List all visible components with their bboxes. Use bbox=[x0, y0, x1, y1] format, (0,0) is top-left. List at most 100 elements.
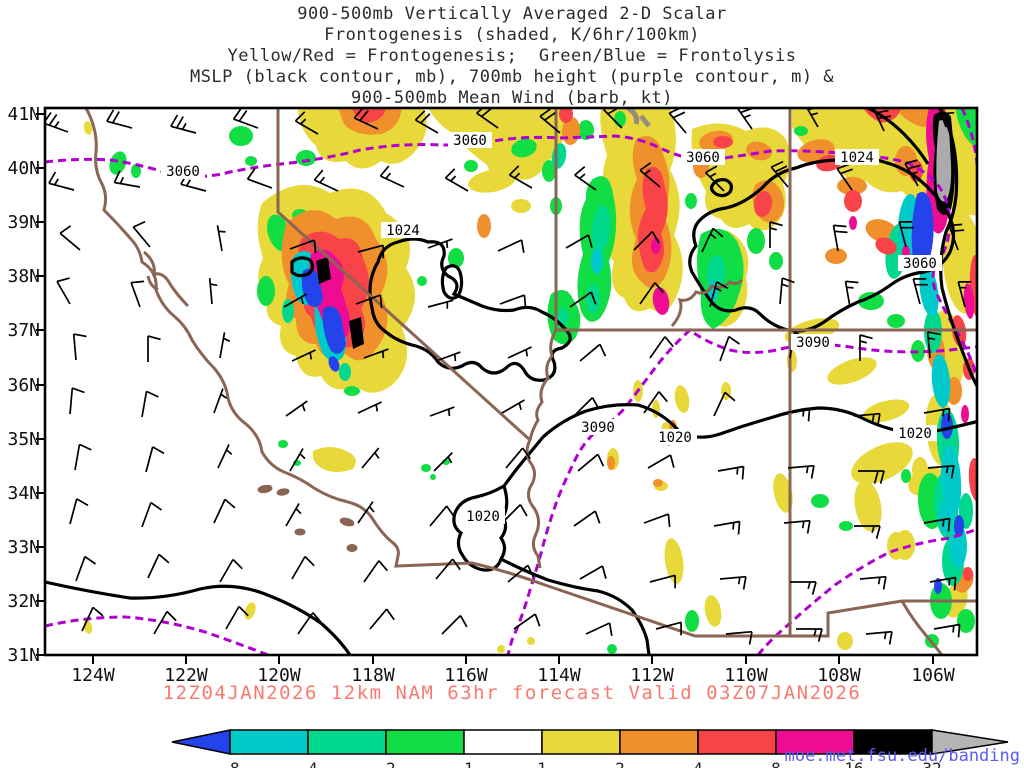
wind-barb bbox=[285, 400, 308, 417]
wind-barb bbox=[283, 293, 307, 308]
wind-barb bbox=[294, 111, 319, 135]
contour-label: 3090 bbox=[791, 334, 835, 351]
wind-barb bbox=[501, 399, 525, 414]
colorbar-segment bbox=[619, 729, 699, 755]
contour-label: 1020 bbox=[893, 425, 937, 442]
wind-barb bbox=[170, 114, 197, 134]
wind-barb bbox=[501, 503, 528, 524]
contour-label: 3060 bbox=[898, 255, 942, 272]
wind-barb bbox=[649, 336, 674, 359]
colorbar-tick: -4 bbox=[298, 759, 317, 768]
wind-barb bbox=[585, 622, 613, 636]
wind-barb bbox=[574, 166, 597, 191]
contour-label-text: 3060 bbox=[453, 133, 487, 149]
colorbar-tick: -2 bbox=[376, 759, 395, 768]
contour-label-text: 3090 bbox=[796, 335, 830, 351]
height-contours-purple bbox=[45, 108, 977, 655]
colorbar: -8 -4 -2 -1 1 2 4 8 16 32 bbox=[171, 729, 1009, 768]
wind-barb bbox=[81, 606, 104, 632]
wind-barb bbox=[246, 168, 273, 189]
wind-barb bbox=[736, 108, 753, 130]
lat-label: 37N bbox=[7, 320, 40, 341]
title-line-3: Yellow/Red = Frontogenesis; Green/Blue =… bbox=[228, 46, 797, 66]
wind-barb bbox=[565, 234, 593, 249]
colorbar-segment bbox=[307, 729, 387, 755]
lon-label: 112W bbox=[630, 665, 674, 686]
wind-barb bbox=[219, 332, 231, 359]
wind-barb bbox=[69, 387, 85, 415]
contour-label-text: 1020 bbox=[658, 430, 692, 446]
lon-axis: 124W 122W 120W 118W 116W 114W 112W 110W … bbox=[71, 665, 955, 686]
colorbar-tick-labels: -8 -4 -2 -1 1 2 4 8 16 32 bbox=[220, 759, 941, 768]
wind-barb bbox=[647, 454, 675, 469]
colorbar-tick: 2 bbox=[615, 759, 625, 768]
lat-label: 38N bbox=[7, 266, 40, 287]
wind-barb bbox=[147, 335, 161, 362]
channel-island bbox=[276, 488, 290, 496]
title-line-4: MSLP (black contour, mb), 700mb height (… bbox=[190, 67, 834, 87]
lon-label: 122W bbox=[164, 665, 208, 686]
wind-barb bbox=[414, 110, 439, 134]
contour-label: 1020 bbox=[461, 508, 505, 525]
lat-label: 31N bbox=[7, 645, 40, 666]
wind-barb bbox=[72, 333, 87, 361]
wind-barb bbox=[363, 348, 389, 359]
contour-label-text: 1024 bbox=[840, 150, 874, 166]
wind-barb bbox=[701, 227, 724, 253]
colorbar-tick: 4 bbox=[693, 759, 703, 768]
wind-barb bbox=[725, 630, 753, 645]
lon-label: 114W bbox=[537, 665, 581, 686]
wind-barb bbox=[853, 412, 881, 427]
title-line-2: Frontogenesis (shaded, K/6hr/100km) bbox=[324, 25, 700, 45]
wind-barb bbox=[904, 159, 921, 187]
wind-barb bbox=[106, 109, 133, 129]
wind-barb bbox=[865, 630, 893, 645]
lon-label: 116W bbox=[444, 665, 488, 686]
wind-barb bbox=[225, 605, 249, 630]
colorbar-tick: 16 bbox=[844, 759, 863, 768]
wind-barb bbox=[633, 230, 660, 251]
wind-barb bbox=[505, 447, 531, 469]
wind-barb bbox=[353, 108, 379, 130]
wind-barb bbox=[643, 391, 668, 414]
wind-barb bbox=[929, 576, 957, 591]
wind-barb bbox=[854, 525, 881, 539]
wind-barb bbox=[948, 223, 965, 251]
channel-island bbox=[346, 544, 358, 552]
map-frame bbox=[36, 106, 979, 664]
wind-barb bbox=[429, 505, 455, 527]
colorbar-tick: -8 bbox=[220, 759, 239, 768]
wind-barb bbox=[153, 610, 177, 635]
wind-barb bbox=[507, 564, 535, 583]
lon-label: 120W bbox=[257, 665, 301, 686]
wind-barb bbox=[232, 108, 259, 129]
wind-barb bbox=[433, 451, 454, 472]
contour-label: 3060 bbox=[448, 132, 492, 149]
wind-barb bbox=[361, 447, 380, 469]
wind-barb bbox=[441, 614, 468, 635]
contour-label: 3060 bbox=[681, 149, 725, 166]
wind-barb bbox=[713, 391, 736, 417]
contour-label-text: 3060 bbox=[686, 150, 720, 166]
contour-label: 3090 bbox=[576, 419, 620, 436]
wind-barb bbox=[435, 558, 461, 580]
lon-label: 106W bbox=[911, 665, 955, 686]
wind-barb bbox=[213, 498, 236, 524]
lat-label: 39N bbox=[7, 212, 40, 233]
wind-barb bbox=[573, 396, 600, 417]
wind-barb bbox=[806, 108, 819, 128]
wind-barb bbox=[923, 407, 951, 422]
wind-barb bbox=[141, 390, 159, 418]
wind-barb bbox=[291, 349, 316, 362]
wind-barb bbox=[132, 220, 151, 248]
colorbar-tick: 32 bbox=[922, 759, 941, 768]
title-line-1: 900-500mb Vertically Averaged 2-D Scalar bbox=[297, 4, 726, 24]
colorbar-segment bbox=[697, 729, 777, 755]
wind-barb bbox=[113, 170, 141, 188]
wind-barb bbox=[872, 108, 892, 132]
banding-site-link[interactable]: moe.met.fsu.edu/banding bbox=[785, 746, 1020, 766]
wind-barb bbox=[45, 112, 69, 133]
lat-axis: 41N 40N 39N 38N 37N 36N 35N 34N 33N 32N … bbox=[7, 104, 40, 666]
wind-barb bbox=[719, 575, 747, 590]
contour-label-text: 3060 bbox=[903, 256, 937, 272]
